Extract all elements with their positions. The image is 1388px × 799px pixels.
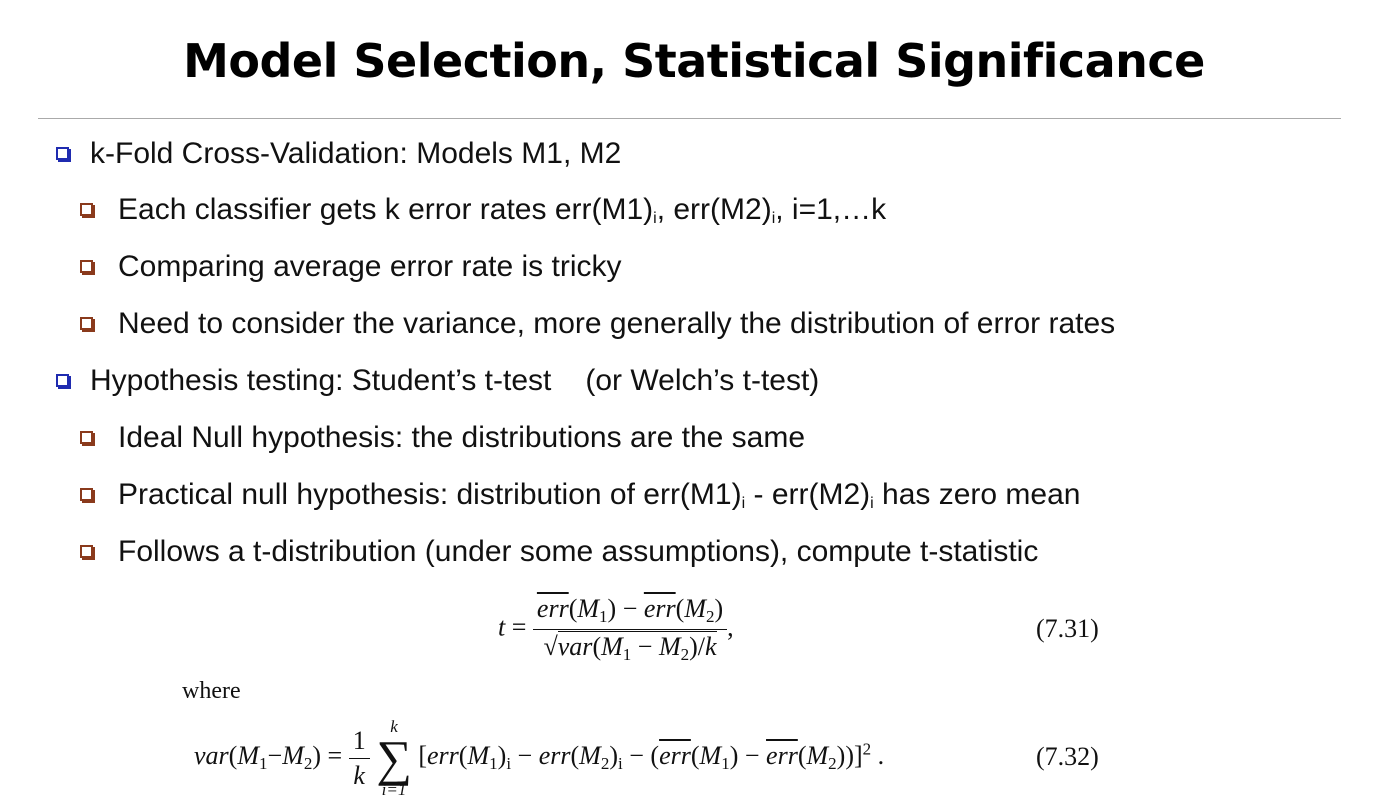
bullet-text-b: , err(M2) [656, 193, 772, 226]
bullet-square-icon [56, 147, 69, 160]
bullet-text-b: (or Welch’s t-test) [585, 364, 820, 397]
bullet-kfold: k-Fold Cross-Validation: Models M1, M2 [90, 137, 622, 170]
bullet-hypothesis-testing: Hypothesis testing: Student’s t-test (or … [90, 363, 819, 399]
bullet-text-c: has zero mean [873, 478, 1081, 511]
bullet-error-rates: Each classifier gets k error rates err(M… [118, 192, 886, 237]
subscript-i: i [771, 210, 776, 227]
bullet-text-a: Hypothesis testing: Student’s t-test [90, 364, 552, 397]
bullet-text-c: , i=1,…k [775, 193, 887, 226]
bullet-ideal-null: Ideal Null hypothesis: the distributions… [118, 421, 806, 454]
slide-title: Model Selection, Statistical Significanc… [183, 34, 1205, 88]
bullet-average-error: Comparing average error rate is tricky [118, 250, 622, 283]
bullet-t-distribution: Follows a t-distribution (under some ass… [118, 535, 1039, 568]
where-label: where [182, 678, 241, 704]
subscript-i: i [741, 495, 746, 512]
bullet-square-icon [80, 317, 93, 330]
bullet-variance: Need to consider the variance, more gene… [118, 307, 1116, 340]
subscript-i: i [653, 210, 657, 227]
title-divider [38, 118, 1341, 119]
bullet-practical-null: Practical null hypothesis: distribution … [118, 477, 1080, 522]
subscript-i: i [870, 495, 874, 512]
equation-number: (7.31) [1036, 614, 1099, 643]
bullet-square-icon [80, 260, 93, 273]
bullet-square-icon [80, 488, 93, 501]
bullet-square-icon [80, 545, 93, 558]
bullet-text-b: - err(M2) [745, 478, 871, 511]
equation-t-statistic: t = err(M1) − err(M2) √var(M1 − M2)/k , [498, 594, 734, 664]
bullet-text-a: Practical null hypothesis: distribution … [118, 478, 742, 511]
bullet-square-icon [80, 203, 93, 216]
equation-number: (7.32) [1036, 742, 1099, 771]
bullet-square-icon [80, 431, 93, 444]
bullet-square-icon [56, 374, 69, 387]
bullet-text-a: Each classifier gets k error rates err(M… [118, 193, 654, 226]
